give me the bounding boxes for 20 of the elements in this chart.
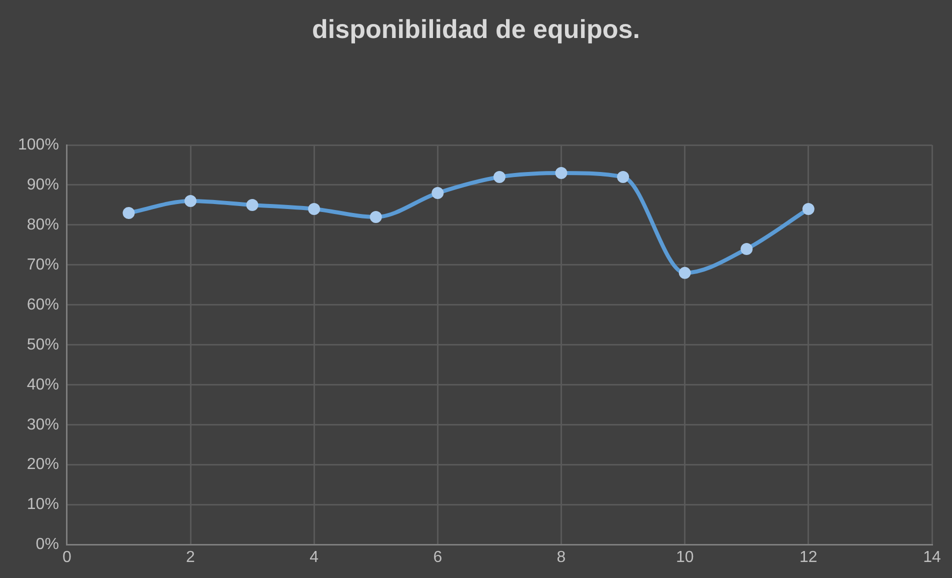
x-tick-label: 12 bbox=[800, 548, 818, 566]
x-tick-label: 6 bbox=[433, 548, 442, 566]
y-tick-label: 80% bbox=[26, 216, 59, 234]
x-tick-label: 10 bbox=[676, 548, 694, 566]
x-tick-label: 4 bbox=[310, 548, 319, 566]
y-tick-label: 30% bbox=[26, 416, 59, 434]
x-tick-label: 2 bbox=[186, 548, 196, 566]
x-tick-label: 14 bbox=[923, 548, 941, 566]
y-tick-label: 50% bbox=[26, 336, 59, 354]
x-tick-label: 0 bbox=[62, 548, 72, 566]
y-tick-label: 20% bbox=[26, 456, 59, 474]
y-tick-label: 10% bbox=[26, 496, 59, 514]
y-tick-label: 70% bbox=[26, 256, 59, 274]
y-tick-label: 60% bbox=[26, 296, 59, 314]
y-tick-label: 0% bbox=[36, 536, 59, 554]
chart-title: disponibilidad de equipos. bbox=[311, 14, 641, 45]
y-tick-label: 90% bbox=[26, 176, 59, 194]
y-tick-label: 100% bbox=[18, 136, 59, 154]
x-tick-label: 8 bbox=[556, 548, 566, 566]
y-tick-label: 40% bbox=[26, 376, 59, 394]
